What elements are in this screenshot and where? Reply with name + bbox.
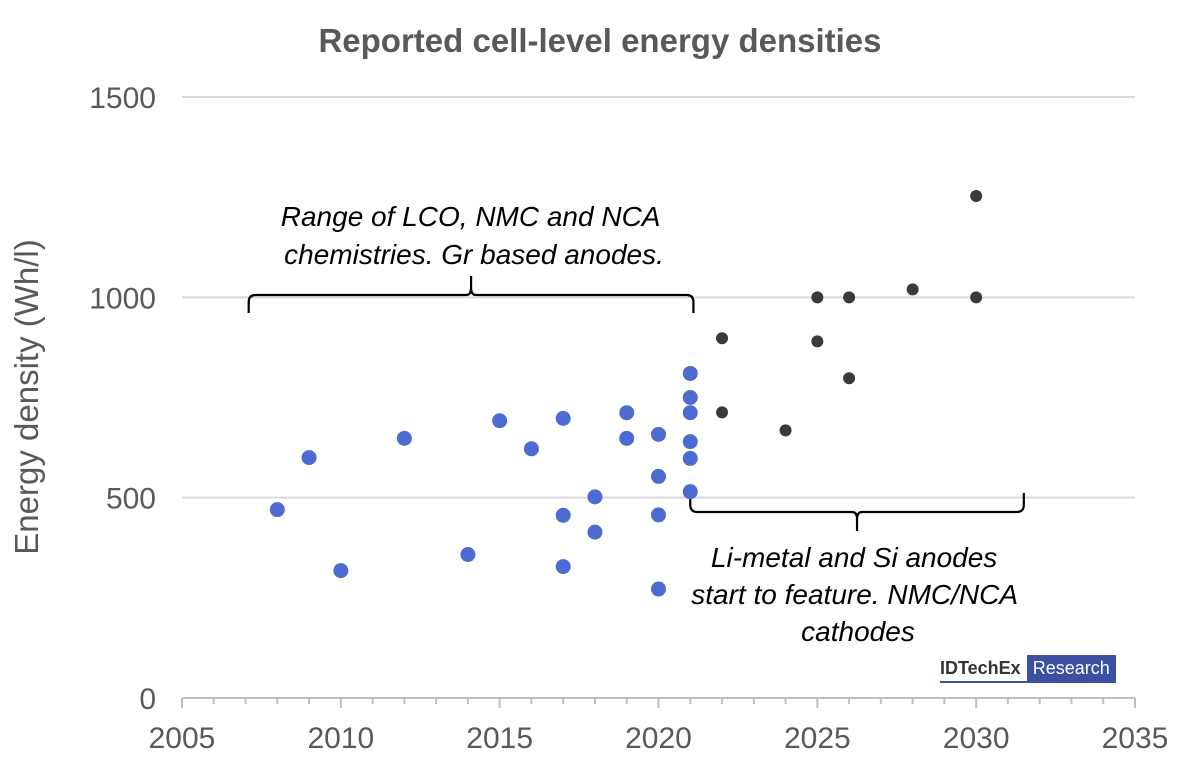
annotation-line: chemistries. Gr based anodes. (284, 239, 664, 270)
data-point-projected (779, 424, 792, 437)
data-point-reported (651, 426, 666, 442)
annotation-braces (247, 276, 1025, 531)
data-point-reported (682, 434, 698, 450)
y-tick-labels: 0 500 1000 1500 (89, 82, 156, 716)
data-point-reported (619, 405, 635, 421)
data-point-reported (651, 581, 666, 597)
data-point-reported (682, 390, 698, 405)
annotation-line: Range of LCO, NMC and NCA (281, 201, 660, 232)
annotation-line: Li-metal and Si anodes (711, 542, 997, 573)
data-point-reported (301, 450, 317, 466)
data-point-reported (555, 410, 571, 426)
annotation-line: cathodes (801, 616, 915, 647)
x-tick-label: 2005 (149, 722, 216, 755)
brand-tag: Research (1026, 655, 1116, 683)
x-tick-label: 2035 (1102, 722, 1169, 755)
annotation-text-graphite-era: Range of LCO, NMC and NCA chemistries. G… (281, 201, 667, 270)
y-tick-label: 0 (139, 683, 156, 716)
data-point-reported (460, 547, 476, 563)
idtechex-research-logo: IDTechEx Research (940, 655, 1116, 683)
data-point-reported (269, 502, 285, 518)
data-point-projected (716, 406, 729, 419)
data-point-projected (906, 283, 919, 296)
data-point-reported (333, 563, 349, 579)
data-point-reported (651, 507, 666, 523)
data-point-reported (555, 507, 571, 523)
data-point-projected (811, 335, 824, 348)
x-tick-label: 2020 (625, 722, 692, 755)
y-tick-label: 500 (106, 483, 156, 516)
data-point-reported (587, 524, 603, 540)
y-axis-label: Energy density (Wh/l) (8, 239, 45, 554)
data-point-reported (619, 430, 635, 446)
data-point-reported (492, 413, 508, 429)
data-point-projected (716, 332, 729, 345)
data-point-projected (970, 291, 983, 304)
y-tick-label: 1000 (89, 282, 156, 315)
annotation-line: start to feature. NMC/NCA (691, 579, 1017, 610)
data-points (269, 189, 983, 597)
x-tick-label: 2030 (943, 722, 1010, 755)
data-point-reported (682, 365, 698, 381)
x-tick-labels: 2005 2010 2015 2020 2025 2030 2035 (149, 722, 1169, 755)
data-point-reported (651, 468, 666, 484)
data-point-reported (587, 489, 603, 505)
data-point-reported (396, 430, 412, 446)
x-axis (181, 697, 1136, 708)
data-point-reported (523, 441, 539, 457)
brace-graphite-era (247, 276, 695, 313)
data-point-reported (682, 405, 698, 421)
annotation-text-li-metal-era: Li-metal and Si anodes start to feature.… (691, 542, 1025, 647)
x-tick-label: 2025 (784, 722, 851, 755)
data-point-projected (843, 291, 856, 304)
data-point-reported (682, 450, 698, 466)
data-point-projected (970, 189, 983, 202)
brace-li-metal-era (689, 493, 1025, 531)
data-point-projected (843, 372, 856, 385)
data-point-reported (682, 484, 698, 500)
brand-name: IDTechEx (940, 655, 1027, 683)
y-tick-label: 1500 (89, 82, 156, 115)
x-tick-label: 2010 (307, 722, 374, 755)
x-tick-label: 2015 (466, 722, 533, 755)
data-point-reported (555, 559, 571, 575)
data-point-projected (811, 291, 824, 304)
chart-title: Reported cell-level energy densities (318, 22, 881, 59)
